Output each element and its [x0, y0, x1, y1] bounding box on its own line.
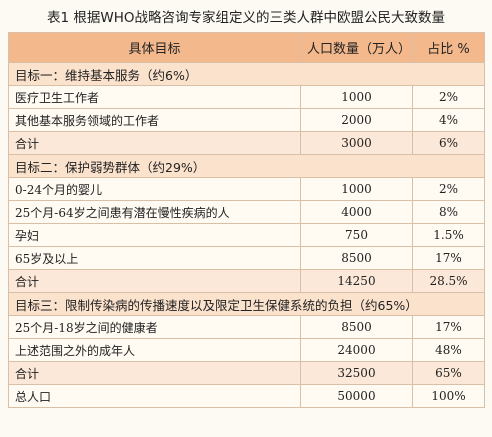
cell: 65岁及以上 — [8, 246, 301, 270]
data-row: 65岁及以上 8500 17% — [8, 246, 485, 270]
data-row: 25个月-64岁之间患有潜在慢性疾病的人 4000 8% — [8, 200, 485, 224]
cell: 1.5% — [412, 223, 485, 247]
data-row: 其他基本服务领域的工作者 2000 4% — [8, 108, 485, 132]
cell: 3000 — [300, 131, 413, 155]
data-row: 孕妇 750 1.5% — [8, 223, 485, 247]
cell: 合计 — [8, 269, 301, 293]
section-row: 目标二：保护弱势群体（约29%） — [8, 154, 485, 178]
cell: 17% — [412, 246, 485, 270]
data-row: 总人口 50000 100% — [8, 384, 485, 408]
data-row: 合计 3000 6% — [8, 131, 485, 155]
data-row: 合计 14250 28.5% — [8, 269, 485, 293]
cell: 4000 — [300, 200, 413, 224]
cell: 25个月-64岁之间患有潜在慢性疾病的人 — [8, 200, 301, 224]
table-title: 表1 根据WHO战略咨询专家组定义的三类人群中欧盟公民大致数量 — [46, 10, 445, 26]
header-cell: 具体目标 — [8, 32, 301, 63]
cell: 4% — [412, 108, 485, 132]
cell: 孕妇 — [8, 223, 301, 247]
header-cell: 占比 % — [412, 32, 485, 63]
data-row: 合计 32500 65% — [8, 361, 485, 385]
cell: 合计 — [8, 131, 301, 155]
header-row: 具体目标 人口数量（万人） 占比 % — [8, 32, 485, 63]
cell: 8500 — [300, 246, 413, 270]
cell: 24000 — [300, 338, 413, 362]
cell: 8500 — [300, 315, 413, 339]
data-row: 上述范围之外的成年人 24000 48% — [8, 338, 485, 362]
section-heading: 目标三：限制传染病的传播速度以及限定卫生保健系统的负担（约65%） — [8, 292, 485, 316]
data-row: 25个月-18岁之间的健康者 8500 17% — [8, 315, 485, 339]
data-row: 0-24个月的婴儿 1000 2% — [8, 177, 485, 201]
cell: 25个月-18岁之间的健康者 — [8, 315, 301, 339]
cell: 合计 — [8, 361, 301, 385]
cell: 17% — [412, 315, 485, 339]
cell: 2000 — [300, 108, 413, 132]
cell: 其他基本服务领域的工作者 — [8, 108, 301, 132]
cell: 65% — [412, 361, 485, 385]
cell: 医疗卫生工作者 — [8, 85, 301, 109]
cell: 6% — [412, 131, 485, 155]
section-row: 目标三：限制传染病的传播速度以及限定卫生保健系统的负担（约65%） — [8, 292, 485, 316]
cell: 100% — [412, 384, 485, 408]
cell: 50000 — [300, 384, 413, 408]
section-heading: 目标二：保护弱势群体（约29%） — [8, 154, 485, 178]
cell: 48% — [412, 338, 485, 362]
cell: 8% — [412, 200, 485, 224]
header-cell: 人口数量（万人） — [300, 32, 413, 63]
cell: 750 — [300, 223, 413, 247]
cell: 上述范围之外的成年人 — [8, 338, 301, 362]
cell: 0-24个月的婴儿 — [8, 177, 301, 201]
cell: 32500 — [300, 361, 413, 385]
population-table: 具体目标 人口数量（万人） 占比 % 目标一：维持基本服务（约6%） 医疗卫生工作… — [8, 32, 485, 408]
cell: 14250 — [300, 269, 413, 293]
cell: 2% — [412, 177, 485, 201]
cell: 2% — [412, 85, 485, 109]
table-body: 目标一：维持基本服务（约6%） 医疗卫生工作者 1000 2% 其他基本服务领域的工作者… — [8, 62, 485, 408]
cell: 1000 — [300, 85, 413, 109]
data-row: 医疗卫生工作者 1000 2% — [8, 85, 485, 109]
cell: 28.5% — [412, 269, 485, 293]
cell: 1000 — [300, 177, 413, 201]
section-heading: 目标一：维持基本服务（约6%） — [8, 62, 485, 86]
cell: 总人口 — [8, 384, 301, 408]
section-row: 目标一：维持基本服务（约6%） — [8, 62, 485, 86]
